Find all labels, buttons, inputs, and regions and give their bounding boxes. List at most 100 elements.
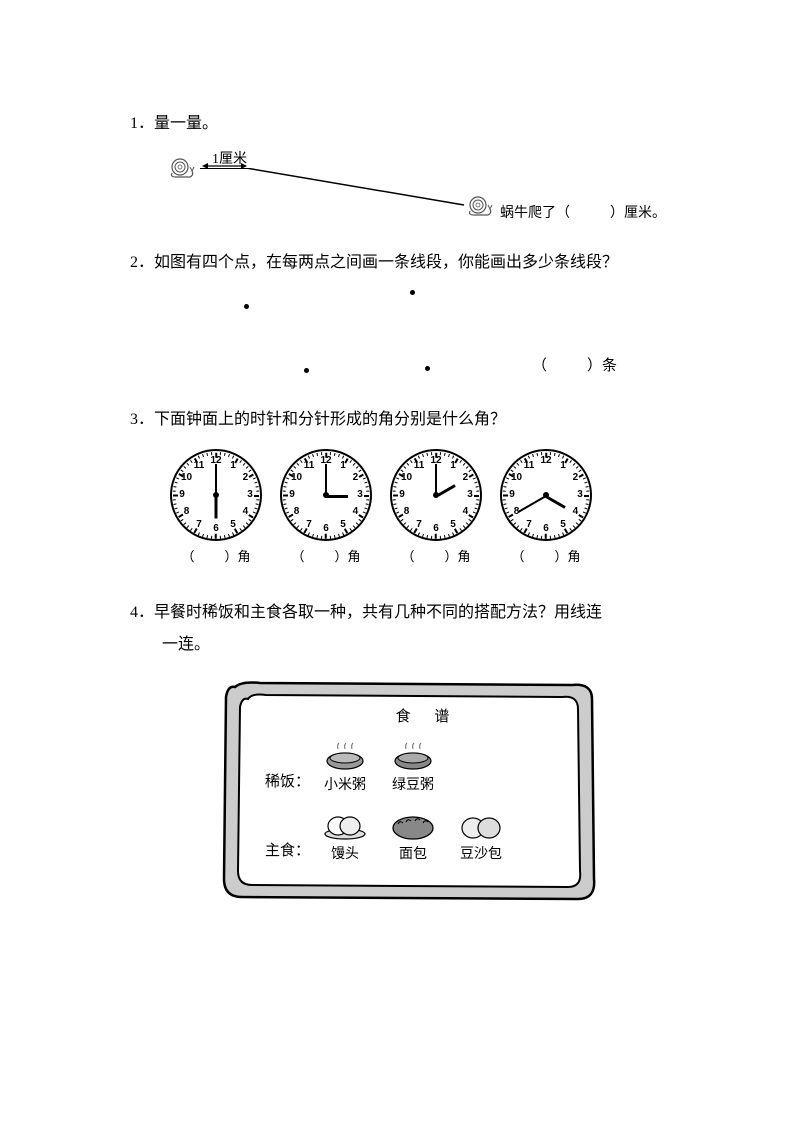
clock-number: 5 (226, 518, 240, 532)
clock-tick (532, 455, 534, 458)
hour-hand (215, 497, 218, 519)
clock-tick (228, 455, 230, 458)
clock-tick (586, 504, 589, 505)
clock-tick (254, 495, 259, 497)
q4-prompt-line2: 一连。 (162, 629, 693, 661)
q1-arrow-icon (202, 161, 247, 171)
clock-tick (569, 461, 571, 464)
clock-tick (353, 464, 355, 467)
q1-text: 1．量一量。 (130, 110, 693, 139)
food-item-豆沙包: 豆沙包 (456, 810, 506, 867)
clock-label-suffix: ）角 (445, 549, 471, 564)
menu-label-staple: 主食： (265, 838, 320, 867)
clock-tick (285, 508, 288, 510)
clock-container-1: 121234567891011（）角 (170, 449, 262, 568)
clock-tick (431, 536, 432, 539)
clock-tick (505, 508, 508, 510)
clock-tick (474, 508, 477, 510)
snail-icon-end (466, 195, 494, 217)
clock-tick (291, 519, 294, 521)
clock-tick (511, 519, 514, 521)
clock-tick (584, 495, 589, 497)
menu-title: 食 谱 (285, 704, 570, 731)
q1-ans-prefix: 蜗牛爬了（ (500, 206, 570, 221)
q4-text: 4．早餐时稀饭和主食各取一种，共有几种不同的搭配方法？用线连 一连。 (130, 597, 693, 661)
clock-tick (418, 533, 420, 536)
clock-tick (473, 478, 476, 480)
clock-tick (440, 536, 441, 539)
clock-tick (444, 454, 445, 457)
q1-answer: 蜗牛爬了（ ）厘米。 (500, 201, 666, 226)
clock-label-suffix: ）角 (335, 549, 361, 564)
clock-tick (435, 453, 437, 458)
clock-tick (427, 535, 428, 538)
clock-tick (363, 512, 366, 514)
clock-tick (297, 526, 299, 529)
clock-tick (342, 533, 344, 536)
clock-number: 10 (400, 471, 414, 485)
clock-label-prefix: （ (181, 549, 194, 564)
clock-tick (338, 455, 340, 458)
clock-tick (545, 453, 547, 458)
clock-tick (404, 467, 407, 469)
clock-container-4: 121234567891011（）角 (500, 449, 592, 568)
dot-2 (410, 290, 415, 295)
clock-tick (317, 535, 318, 538)
clock-tick (175, 482, 178, 484)
clock-tick (284, 504, 287, 505)
food-name: 馒头 (320, 842, 370, 867)
clock-number: 10 (510, 471, 524, 485)
menu-row-porridge: 稀饭： 小米粥绿豆粥 (265, 741, 570, 798)
hour-hand (545, 496, 566, 510)
food-name: 豆沙包 (456, 842, 506, 867)
clock-number: 8 (400, 505, 414, 519)
clock-tick (224, 454, 225, 457)
clock-tick (243, 464, 245, 467)
clock-tick (422, 534, 424, 537)
food-item-绿豆粥: 绿豆粥 (388, 741, 438, 798)
clock-tick (505, 482, 508, 484)
clock-tick (297, 464, 299, 467)
clock-tick (463, 464, 465, 467)
q1-path-seg2 (246, 168, 466, 208)
clock-tick (452, 533, 454, 536)
question-1: 1．量一量。 1厘米 (130, 110, 693, 221)
clock-tick (427, 454, 428, 457)
clock-number: 4 (458, 505, 472, 519)
clock-tick (364, 508, 367, 510)
q1-ans-suffix: ）厘米。 (610, 206, 666, 221)
clock-tick (422, 455, 424, 458)
food-name: 小米粥 (320, 773, 370, 798)
clock-number: 4 (238, 505, 252, 519)
clock-tick (435, 534, 437, 539)
clock-tick (395, 508, 398, 510)
clock-label-prefix: （ (291, 549, 304, 564)
clock-tick (312, 534, 314, 537)
clock-tick (211, 536, 212, 539)
clock-tick (394, 504, 397, 505)
q2-text: 2．如图有四个点，在每两点之间画一条线段，你能画出多少条线段？ (130, 249, 693, 278)
clock-2: 121234567891011 (280, 449, 372, 541)
clock-tick (578, 519, 581, 521)
clock-tick (187, 526, 189, 529)
clock-tick (246, 467, 249, 469)
clock-tick (198, 533, 200, 536)
clock-tick (476, 504, 479, 505)
clock-container-3: 121234567891011（）角 (390, 449, 482, 568)
clock-tick (338, 534, 340, 537)
menu-content: 食 谱 稀饭： 小米粥绿豆粥 主食： 馒头面包豆沙包 (265, 704, 570, 879)
clock-tick (175, 508, 178, 510)
clock-number: 5 (336, 518, 350, 532)
food-icon (320, 741, 370, 771)
clock-tick (537, 454, 538, 457)
food-item-小米粥: 小米粥 (320, 741, 370, 798)
food-icon (320, 810, 370, 840)
clock-tick (207, 535, 208, 538)
clock-number: 10 (290, 471, 304, 485)
clock-tick (576, 523, 579, 525)
clock-tick (246, 523, 249, 525)
dot-4 (425, 366, 430, 371)
q2-ans-suffix: ）条 (587, 358, 617, 374)
clock-tick (330, 536, 331, 539)
clock-tick (541, 536, 542, 539)
